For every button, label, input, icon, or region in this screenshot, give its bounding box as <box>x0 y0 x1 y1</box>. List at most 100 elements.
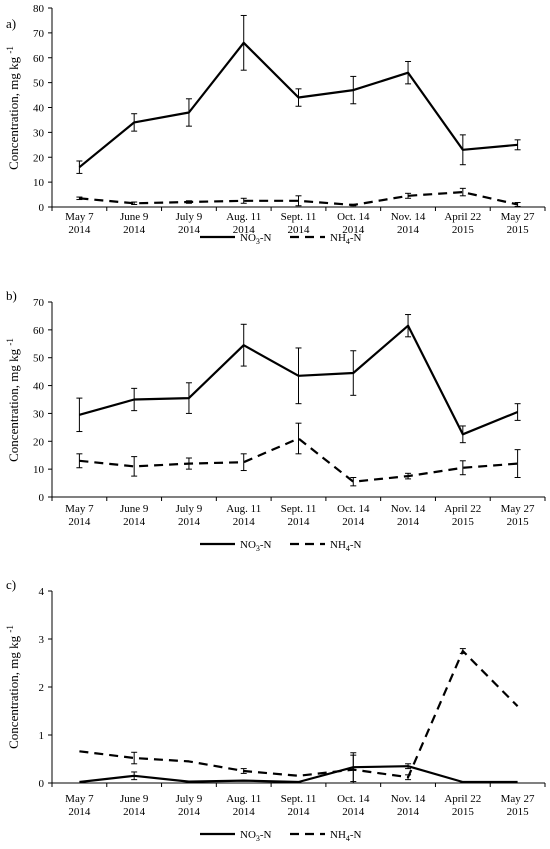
x-tick-label: April 22 2015 <box>444 211 481 236</box>
panel-label: c) <box>6 577 16 592</box>
x-tick-label: May 7 2014 <box>65 211 94 236</box>
error-bar <box>459 648 466 654</box>
error-bar <box>295 347 302 405</box>
y-tick-label: 70 <box>33 297 45 309</box>
error-bar <box>514 449 521 478</box>
y-tick-label: 50 <box>33 78 45 90</box>
legend-label: NO3-N <box>240 539 272 553</box>
error-bar <box>405 314 412 338</box>
y-tick-label: 60 <box>33 53 45 65</box>
y-tick-label: 20 <box>33 152 45 164</box>
error-bar <box>459 425 466 444</box>
legend-label: NH4-N <box>330 232 362 246</box>
x-tick-label: Sept. 11 2014 <box>281 503 317 528</box>
error-bar <box>514 202 521 208</box>
y-tick-label: 0 <box>39 202 45 214</box>
error-bar <box>185 382 192 414</box>
error-bar <box>76 397 83 433</box>
error-bar <box>350 754 357 784</box>
legend: NO3-N NH4-N <box>200 232 362 246</box>
y-tick-label: 30 <box>33 127 45 139</box>
x-tick-label: July 9 2014 <box>176 211 203 236</box>
legend-label: NH4-N <box>330 829 362 843</box>
error-bar <box>76 160 83 174</box>
x-tick-label: Nov. 14 2014 <box>391 503 426 528</box>
x-tick-label: Oct. 14 2014 <box>337 793 370 818</box>
y-tick-label: 20 <box>33 436 45 448</box>
error-bar <box>131 387 138 412</box>
x-tick-label: May 7 2014 <box>65 793 94 818</box>
error-bar <box>459 460 466 476</box>
y-tick-label: 70 <box>33 28 45 40</box>
y-tick-label: 0 <box>39 778 45 790</box>
error-bar <box>240 453 247 472</box>
y-tick-label: 4 <box>39 586 45 598</box>
x-tick-label: Aug. 11 2014 <box>226 793 261 818</box>
y-tick-label: 10 <box>33 177 45 189</box>
error-bar <box>405 472 412 480</box>
error-bar <box>350 350 357 396</box>
x-tick-label: Nov. 14 2014 <box>391 211 426 236</box>
y-axis-label: Concentration, mg kg -1 <box>5 46 21 170</box>
panel-label: b) <box>6 288 17 303</box>
y-tick-label: 80 <box>33 3 45 15</box>
y-tick-label: 60 <box>33 325 45 337</box>
legend-label: NO3-N <box>240 232 272 246</box>
series-line-nh4 <box>79 649 519 779</box>
x-tick-label: Nov. 14 2014 <box>391 793 426 818</box>
x-tick-label: July 9 2014 <box>176 503 203 528</box>
error-bar <box>185 457 192 470</box>
x-tick-label: June 9 2014 <box>120 211 149 236</box>
error-bar <box>295 88 302 107</box>
x-tick-label: May 7 2014 <box>65 503 94 528</box>
error-bar <box>240 14 247 71</box>
x-tick-label: Sept. 11 2014 <box>281 211 317 236</box>
x-tick-label: May 27 2015 <box>501 503 535 528</box>
y-axis-label: Concentration, mg kg -1 <box>5 625 21 749</box>
panel-label: a) <box>6 16 16 31</box>
error-bar <box>295 195 302 207</box>
legend-label: NH4-N <box>330 539 362 553</box>
error-bar <box>405 60 412 85</box>
y-tick-label: 50 <box>33 353 45 365</box>
y-tick-label: 40 <box>33 381 45 393</box>
error-bar <box>350 75 357 105</box>
error-bar <box>76 453 83 469</box>
error-bar <box>350 203 357 207</box>
error-bar <box>295 422 302 455</box>
x-tick-label: Oct. 14 2014 <box>337 503 370 528</box>
error-bar <box>76 196 83 201</box>
error-bar <box>131 771 138 781</box>
error-bar <box>240 197 247 204</box>
x-tick-label: July 9 2014 <box>176 793 203 818</box>
chart-panel-a: a) Concentration, mg kg -1 0 10 20 30 40 50 60 70… <box>5 3 546 246</box>
series-line-no3 <box>79 765 518 784</box>
x-tick-label: April 22 2015 <box>444 793 481 818</box>
x-tick-label: May 27 2015 <box>501 793 535 818</box>
error-bar <box>514 139 521 151</box>
error-bar <box>131 456 138 477</box>
y-tick-label: 3 <box>39 634 45 646</box>
error-bar <box>131 113 138 132</box>
x-tick-label: Oct. 14 2014 <box>337 211 370 236</box>
y-tick-label: 40 <box>33 103 45 115</box>
x-tick-label: May 27 2015 <box>501 211 535 236</box>
error-bar <box>185 200 192 204</box>
error-bar <box>240 323 247 367</box>
error-bar <box>131 201 138 206</box>
error-bar <box>459 187 466 197</box>
error-bar <box>405 774 412 781</box>
legend-label: NO3-N <box>240 829 272 843</box>
legend: NO3-N NH4-N <box>200 829 362 843</box>
x-tick-label: June 9 2014 <box>120 793 149 818</box>
legend: NO3-N NH4-N <box>200 539 362 553</box>
y-tick-label: 1 <box>39 730 45 742</box>
y-tick-label: 2 <box>39 682 45 694</box>
error-bar <box>131 751 138 765</box>
error-bar <box>240 768 247 774</box>
chart-panel-c: c) Concentration, mg kg -1 0 1 2 3 4 May 7 2014 J… <box>5 577 546 843</box>
error-bar <box>514 403 521 421</box>
error-bar <box>459 134 466 166</box>
x-tick-label: Sept. 11 2014 <box>281 793 317 818</box>
